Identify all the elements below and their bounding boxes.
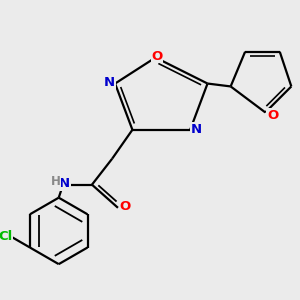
Text: N: N — [59, 177, 70, 190]
Text: O: O — [151, 50, 163, 63]
Text: O: O — [120, 200, 131, 213]
Text: N: N — [104, 76, 115, 88]
Text: N: N — [190, 123, 202, 136]
Text: Cl: Cl — [0, 230, 12, 243]
Text: H: H — [51, 175, 61, 188]
Text: O: O — [267, 109, 278, 122]
